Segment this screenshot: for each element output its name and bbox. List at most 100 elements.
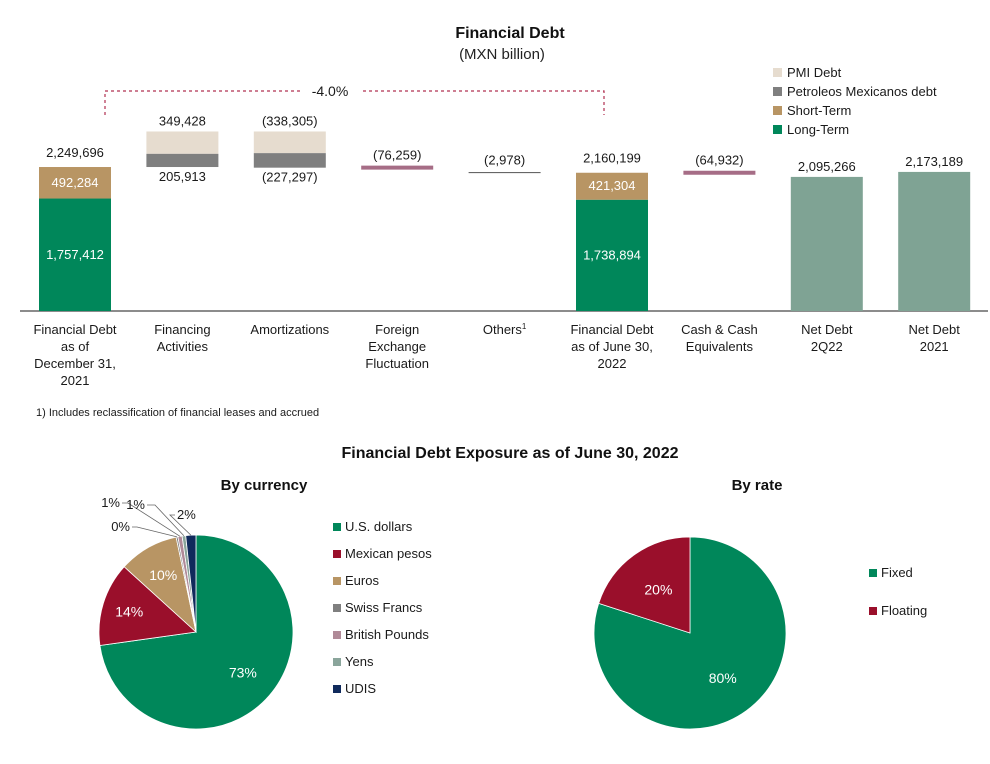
pie-leader-line	[132, 526, 178, 538]
pie-slice-label: 10%	[149, 567, 177, 583]
pie-slice-label: 73%	[229, 665, 257, 681]
short-term-segment	[39, 167, 111, 199]
category-label: Others1	[483, 322, 527, 337]
pie-legend-swatch	[333, 685, 341, 693]
bar-8: 2,173,189	[898, 154, 971, 311]
legend-swatch	[773, 68, 782, 77]
net-debt-value: 2,173,189	[905, 154, 963, 169]
pie-legend-label: Yens	[345, 654, 374, 669]
long-term-value: 1,757,412	[46, 247, 104, 262]
pie-slice-label: 80%	[709, 670, 737, 686]
total-value: 2,249,696	[46, 145, 104, 160]
pie-legend-label: U.S. dollars	[345, 519, 413, 534]
pie-legend-label: UDIS	[345, 681, 376, 696]
change-label-bg	[300, 81, 360, 101]
currency-pie-title: By currency	[221, 477, 308, 494]
change-value: (2,978)	[484, 153, 525, 168]
pie-leader-line	[147, 504, 185, 537]
pie-legend-swatch	[869, 569, 877, 577]
legend-label: Long-Term	[787, 122, 849, 137]
net-debt-bar	[898, 171, 971, 311]
legend-swatch	[773, 125, 782, 134]
change-bracket-line	[104, 90, 605, 115]
pie-legend-label: Mexican pesos	[345, 546, 432, 561]
pie-legend-swatch	[333, 631, 341, 639]
long-term-segment	[39, 198, 111, 311]
bar-0: 1,757,412 492,284 2,249,696	[39, 145, 111, 311]
currency-pie-chart: By currency 73% U.S. dollars 14% Mexican pe…	[98, 477, 432, 730]
change-bracket: -4.0%	[104, 81, 605, 115]
bar-5: 1,738,894 421,304 2,160,199	[576, 151, 648, 311]
bar-3: (76,259)	[361, 148, 434, 170]
short-term-value: 492,284	[52, 175, 99, 190]
pie-legend-label: Floating	[881, 603, 927, 618]
short-term-value: 421,304	[589, 178, 636, 193]
total-value: 2,160,199	[583, 151, 641, 166]
footnote: 1) Includes reclassification of financia…	[36, 407, 319, 419]
pie-legend-swatch	[333, 523, 341, 531]
pemex-debt-segment	[146, 153, 219, 168]
pie-slice-label: 2%	[177, 507, 196, 522]
pie-legend-swatch	[333, 550, 341, 558]
bar-6: (64,932)	[683, 153, 756, 175]
bar-1: 349,428 205,913	[146, 113, 219, 184]
pie-legend-label: Euros	[345, 573, 379, 588]
category-label: Cash & Cash Equivalents	[681, 322, 758, 354]
pie-legend-swatch	[333, 658, 341, 666]
category-label: Financial Debt as of December 31, 2021	[33, 322, 116, 388]
bar-4: (2,978)	[468, 153, 541, 174]
pemex-debt-value: 205,913	[159, 169, 206, 184]
pie-slice-label: 1%	[126, 497, 145, 512]
pmi-debt-segment	[146, 131, 219, 154]
category-label: Net Debt 2021	[909, 322, 961, 354]
category-label: Foreign Exchange Fluctuation	[365, 322, 429, 371]
net-debt-value: 2,095,266	[798, 159, 856, 174]
long-term-segment	[576, 199, 648, 311]
short-term-segment	[576, 172, 648, 200]
bar-chart-subtitle: (MXN billion)	[459, 46, 545, 63]
pie-slice-label: 14%	[115, 603, 143, 619]
bar-7: 2,095,266	[790, 159, 863, 311]
rate-pie-title: By rate	[732, 477, 783, 494]
bar-chart-title: Financial Debt	[455, 25, 565, 42]
category-label: Amortizations	[250, 322, 329, 337]
bar-2: (338,305) (227,297)	[253, 113, 326, 185]
pie-legend-label: Fixed	[881, 565, 913, 580]
legend-label: Short-Term	[787, 103, 851, 118]
category-labels: Financial Debt as of December 31, 2021 Finan…	[33, 322, 960, 388]
category-label: Net Debt 2Q22	[801, 322, 853, 354]
bar-group: 1,757,412 492,284 2,249,696 349,428 205,913 (…	[20, 113, 988, 312]
exposure-section-title: Financial Debt Exposure as of June 30, 2…	[341, 445, 678, 462]
legend-swatch	[773, 106, 782, 115]
category-label: Financing Activities	[154, 322, 210, 354]
financial-debt-bar-chart: Financial Debt (MXN billion) -4.0% 1,757…	[20, 25, 988, 419]
long-term-value: 1,738,894	[583, 247, 641, 262]
pie-legend-swatch	[869, 607, 877, 615]
bar-chart-legend: PMI Debt Petroleos Mexicanos debt Short-Te…	[773, 65, 937, 137]
pmi-debt-value: (338,305)	[262, 113, 318, 128]
change-value: (64,932)	[695, 153, 743, 168]
legend-swatch	[773, 87, 782, 96]
pie-legend-label: British Pounds	[345, 627, 429, 642]
pie-slice	[98, 566, 197, 646]
pmi-debt-value: 349,428	[159, 113, 206, 128]
legend-label: Petroleos Mexicanos debt	[787, 84, 937, 99]
pie-legend-label: Swiss Francs	[345, 600, 423, 615]
category-label: Financial Debt as of June 30, 2022	[570, 322, 653, 371]
legend-label: PMI Debt	[787, 65, 842, 80]
change-value: (76,259)	[373, 148, 421, 163]
pie-leader-line	[169, 514, 192, 536]
pie-legend-swatch	[333, 577, 341, 585]
pie-legend-swatch	[333, 604, 341, 612]
pie-leader-line	[122, 502, 181, 537]
pie-slice-label: 1%	[101, 495, 120, 510]
rate-pie-chart: By rate 80% Fixed 20% Floating	[593, 477, 927, 730]
pie-slice-label: 20%	[644, 582, 672, 598]
pemex-debt-value: (227,297)	[262, 170, 318, 185]
pemex-debt-segment	[253, 153, 326, 168]
change-percentage: -4.0%	[312, 83, 349, 99]
net-debt-bar	[790, 176, 863, 311]
pie-slice	[598, 536, 691, 634]
pie-slice-label: 0%	[111, 519, 130, 534]
